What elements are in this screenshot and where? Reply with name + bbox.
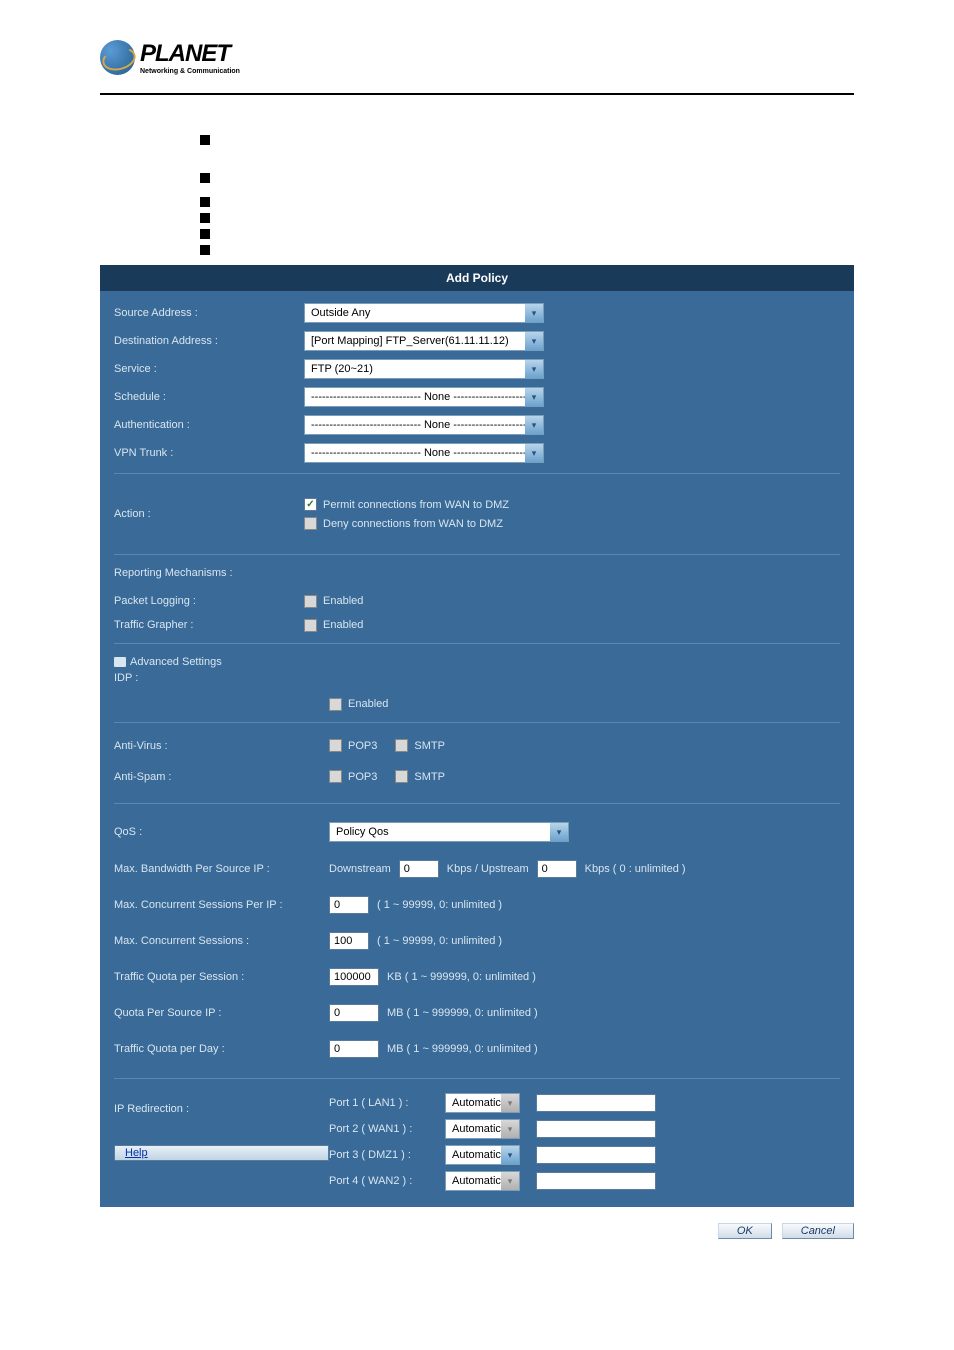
authentication-select[interactable]: ------------------------------ None ----… bbox=[304, 415, 544, 435]
bullet-item bbox=[200, 245, 210, 255]
port-mode-select: Automatic▾ bbox=[445, 1171, 520, 1191]
bullet-item bbox=[200, 173, 210, 183]
panel-title: Add Policy bbox=[100, 265, 854, 291]
header-divider bbox=[100, 93, 854, 95]
bullet-item bbox=[200, 213, 210, 223]
help-button[interactable]: Help bbox=[114, 1145, 329, 1161]
permit-label: Permit connections from WAN to DMZ bbox=[323, 499, 509, 511]
collapse-icon[interactable] bbox=[114, 657, 126, 667]
logo-title: PLANET bbox=[140, 40, 240, 68]
port-label: Port 3 ( DMZ1 ) : bbox=[329, 1149, 429, 1161]
logo-subtitle: Networking & Communication bbox=[140, 68, 240, 75]
service-label: Service : bbox=[114, 363, 304, 375]
chevron-down-icon: ▾ bbox=[525, 416, 543, 434]
antivirus-pop3-checkbox[interactable] bbox=[329, 739, 342, 752]
vpn-trunk-label: VPN Trunk : bbox=[114, 447, 304, 459]
port-mode-select: Automatic▾ bbox=[445, 1093, 520, 1113]
antispam-label: Anti-Spam : bbox=[114, 771, 329, 783]
max-conc-ip-label: Max. Concurrent Sessions Per IP : bbox=[114, 899, 329, 911]
logo-globe-icon bbox=[100, 40, 135, 75]
quota-ip-input[interactable] bbox=[329, 1004, 379, 1022]
port-percent-input[interactable] bbox=[536, 1094, 656, 1112]
vpn-trunk-select[interactable]: ------------------------------ None ----… bbox=[304, 443, 544, 463]
idp-checkbox[interactable] bbox=[329, 698, 342, 711]
page-header: PLANET Networking & Communication bbox=[0, 0, 954, 85]
max-conc-input[interactable] bbox=[329, 932, 369, 950]
antivirus-smtp-checkbox[interactable] bbox=[395, 739, 408, 752]
advanced-settings-title: Advanced Settings bbox=[130, 656, 222, 668]
packet-logging-label: Packet Logging : bbox=[114, 595, 304, 607]
service-select[interactable]: FTP (20~21) ▾ bbox=[304, 359, 544, 379]
downstream-input[interactable] bbox=[399, 860, 439, 878]
schedule-select[interactable]: ------------------------------ None ----… bbox=[304, 387, 544, 407]
add-policy-panel: Add Policy Source Address : Outside Any … bbox=[100, 265, 854, 1207]
source-address-label: Source Address : bbox=[114, 307, 304, 319]
ip-redirection-label: IP Redirection : bbox=[114, 1103, 329, 1115]
deny-label: Deny connections from WAN to DMZ bbox=[323, 518, 503, 530]
deny-checkbox[interactable] bbox=[304, 517, 317, 530]
port-row: Port 4 ( WAN2 ) : Automatic▾ bbox=[329, 1171, 656, 1191]
port-row: Port 2 ( WAN1 ) : Automatic▾ bbox=[329, 1119, 656, 1139]
port-percent-input[interactable] bbox=[536, 1120, 656, 1138]
antispam-pop3-checkbox[interactable] bbox=[329, 770, 342, 783]
chevron-down-icon: ▾ bbox=[525, 444, 543, 462]
chevron-down-icon: ▾ bbox=[525, 304, 543, 322]
port-mode-select[interactable]: Automatic▾ bbox=[445, 1145, 520, 1165]
port-label: Port 2 ( WAN1 ) : bbox=[329, 1123, 429, 1135]
traffic-grapher-label: Traffic Grapher : bbox=[114, 619, 304, 631]
destination-address-label: Destination Address : bbox=[114, 335, 304, 347]
qos-select[interactable]: Policy Qos ▾ bbox=[329, 822, 569, 842]
chevron-down-icon: ▾ bbox=[525, 332, 543, 350]
port-mode-select: Automatic▾ bbox=[445, 1119, 520, 1139]
permit-checkbox[interactable]: ✓ bbox=[304, 498, 317, 511]
port-percent-input[interactable] bbox=[536, 1172, 656, 1190]
port-row: Port 1 ( LAN1 ) : Automatic▾ bbox=[329, 1093, 656, 1113]
bullet-item bbox=[200, 135, 210, 145]
chevron-down-icon: ▾ bbox=[525, 360, 543, 378]
qos-label: QoS : bbox=[114, 826, 329, 838]
port-label: Port 1 ( LAN1 ) : bbox=[329, 1097, 429, 1109]
chevron-down-icon: ▾ bbox=[501, 1094, 519, 1112]
ok-button[interactable]: OK bbox=[718, 1223, 772, 1239]
chevron-down-icon: ▾ bbox=[501, 1120, 519, 1138]
cancel-button[interactable]: Cancel bbox=[782, 1223, 854, 1239]
port-row: Port 3 ( DMZ1 ) : Automatic▾ bbox=[329, 1145, 656, 1165]
quota-ip-label: Quota Per Source IP : bbox=[114, 1007, 329, 1019]
antivirus-label: Anti-Virus : bbox=[114, 740, 329, 752]
max-conc-ip-input[interactable] bbox=[329, 896, 369, 914]
bullet-item bbox=[200, 229, 210, 239]
port-label: Port 4 ( WAN2 ) : bbox=[329, 1175, 429, 1187]
antispam-smtp-checkbox[interactable] bbox=[395, 770, 408, 783]
authentication-label: Authentication : bbox=[114, 419, 304, 431]
chevron-down-icon: ▾ bbox=[501, 1146, 519, 1164]
max-conc-label: Max. Concurrent Sessions : bbox=[114, 935, 329, 947]
reporting-title: Reporting Mechanisms : bbox=[114, 567, 840, 579]
upstream-input[interactable] bbox=[537, 860, 577, 878]
chevron-down-icon: ▾ bbox=[501, 1172, 519, 1190]
chevron-down-icon: ▾ bbox=[525, 388, 543, 406]
bullet-list bbox=[200, 135, 954, 255]
logo: PLANET Networking & Communication bbox=[100, 40, 854, 75]
destination-address-select[interactable]: [Port Mapping] FTP_Server(61.11.11.12) ▾ bbox=[304, 331, 544, 351]
traffic-grapher-checkbox[interactable] bbox=[304, 619, 317, 632]
quota-session-label: Traffic Quota per Session : bbox=[114, 971, 329, 983]
quota-day-input[interactable] bbox=[329, 1040, 379, 1058]
quota-day-label: Traffic Quota per Day : bbox=[114, 1043, 329, 1055]
action-label: Action : bbox=[114, 508, 304, 520]
packet-logging-checkbox[interactable] bbox=[304, 595, 317, 608]
port-percent-input[interactable] bbox=[536, 1146, 656, 1164]
bullet-item bbox=[200, 197, 210, 207]
source-address-select[interactable]: Outside Any ▾ bbox=[304, 303, 544, 323]
max-bandwidth-label: Max. Bandwidth Per Source IP : bbox=[114, 863, 329, 875]
idp-label: IDP : bbox=[114, 672, 304, 684]
quota-session-input[interactable] bbox=[329, 968, 379, 986]
chevron-down-icon: ▾ bbox=[550, 823, 568, 841]
schedule-label: Schedule : bbox=[114, 391, 304, 403]
